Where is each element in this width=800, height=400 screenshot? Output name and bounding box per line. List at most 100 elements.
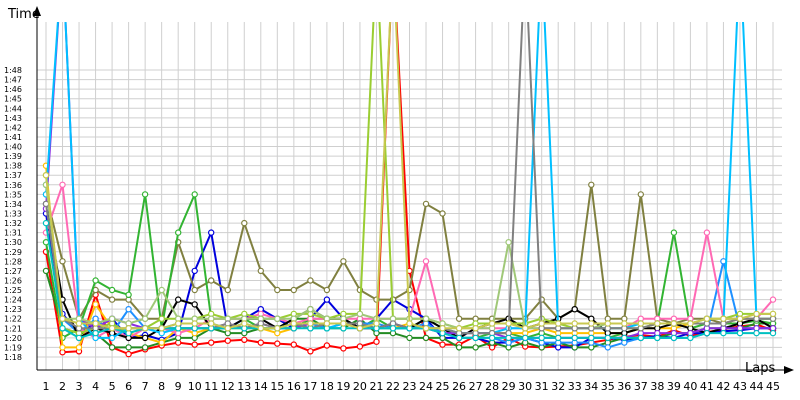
y-tick-label: 1:31 [4,229,22,238]
y-tick-label: 1:27 [4,267,22,276]
data-point [571,320,578,327]
x-tick-label: 24 [419,380,433,393]
data-point [241,320,248,327]
data-point [670,320,678,327]
data-point [571,334,578,342]
data-point [92,320,99,327]
data-point [274,340,281,347]
data-point [621,320,628,327]
data-point [422,315,430,322]
x-axis-arrow [784,366,794,374]
y-tick-label: 1:25 [4,286,22,295]
y-tick-label: 1:34 [4,200,22,209]
x-tick-label: 28 [485,380,499,393]
data-point [703,315,711,322]
y-tick-label: 1:40 [4,143,22,152]
data-point [588,181,595,188]
data-point [340,320,347,327]
x-tick-label: 15 [270,380,284,393]
data-point [307,320,314,327]
x-tick-label: 41 [700,380,714,393]
data-point [141,325,149,332]
data-point [687,320,694,327]
data-point [59,344,66,351]
data-point [241,336,248,343]
data-point [323,320,331,327]
y-axis-title: Time [7,7,40,22]
y-tick-label: 1:22 [4,315,22,324]
y-tick-label: 1:44 [4,104,22,113]
data-point [703,329,711,337]
series-lines [42,22,777,358]
data-point [323,296,331,303]
data-point [389,325,397,332]
x-tick-label: 42 [716,380,730,393]
y-tick-label: 1:20 [4,334,22,343]
y-tick-label: 1:46 [4,85,22,94]
data-point [274,315,281,322]
x-tick-label: 10 [188,380,202,393]
data-point [59,315,66,322]
data-point [207,339,215,346]
data-point [472,334,479,342]
data-point [125,306,132,313]
x-tick-label: 38 [650,380,664,393]
data-point [571,306,578,313]
data-point [42,200,50,208]
x-tick-label: 22 [386,380,400,393]
data-point [141,334,149,342]
data-point [406,334,413,342]
y-tick-label: 1:24 [4,296,22,305]
data-point [191,267,198,275]
data-point [488,320,496,327]
data-point [538,320,545,327]
data-point [92,329,99,337]
x-tick-label: 3 [76,380,83,393]
x-tick-label: 32 [551,380,565,393]
axes [33,6,794,374]
x-tick-label: 12 [221,380,235,393]
y-tick-label: 1:45 [4,95,22,104]
data-point [257,267,264,275]
x-tick-label: 8 [158,380,165,393]
data-point [720,329,727,337]
data-point [141,344,149,351]
data-point [108,315,116,322]
data-point [373,338,380,345]
x-tick-label: 30 [518,380,532,393]
data-point [207,277,215,284]
data-point [588,320,595,327]
x-tick-label: 4 [92,380,99,393]
data-point [174,296,182,303]
x-tick-label: 44 [749,380,763,393]
data-point [323,286,331,294]
data-point [108,334,116,342]
data-point [604,344,612,351]
data-point [307,277,314,284]
x-tick-label: 29 [502,380,516,393]
data-point [637,191,645,198]
data-point [455,325,463,332]
y-tick-label: 1:43 [4,114,22,123]
x-tick-label: 45 [766,380,780,393]
data-point [538,334,545,342]
y-tick-label: 1:38 [4,162,22,171]
x-tick-label: 31 [535,380,549,393]
x-tick-label: 26 [452,380,466,393]
data-point [753,310,760,318]
x-tick-label: 17 [303,380,317,393]
data-point [455,334,463,342]
data-point [290,341,297,348]
data-point [108,344,116,351]
data-point [439,341,446,348]
x-tick-label: 36 [617,380,631,393]
data-point [274,325,281,332]
y-tick-label: 1:36 [4,181,22,190]
data-point [670,229,678,236]
data-point [191,301,198,308]
x-tick-label: 37 [634,380,648,393]
data-point [290,286,297,294]
data-point [241,219,248,227]
data-point [224,325,231,332]
